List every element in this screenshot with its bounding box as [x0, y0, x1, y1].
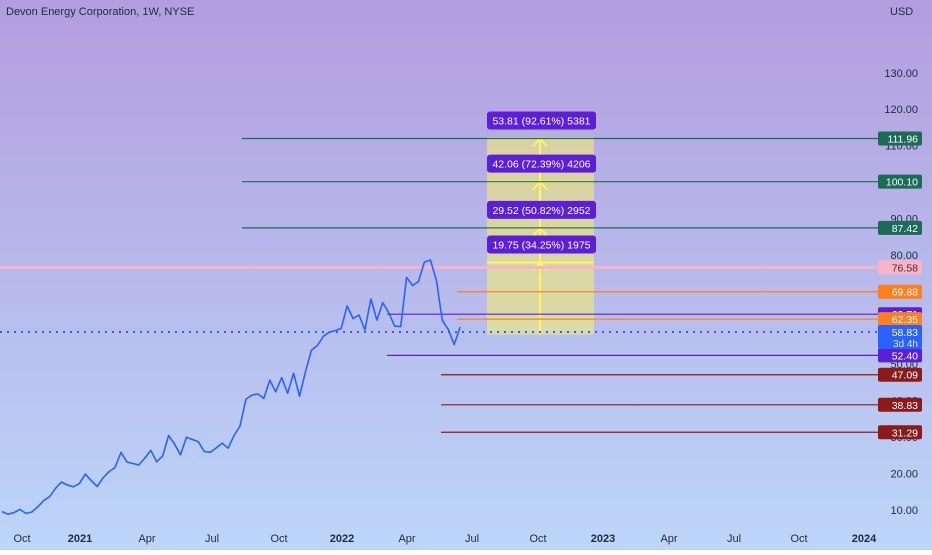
x-tick-label: Apr [398, 533, 415, 545]
y-tick-label: 80.00 [890, 250, 918, 262]
current-price-label: 58.83 [892, 327, 918, 339]
price-badge [878, 220, 922, 235]
price-badge [878, 284, 922, 299]
x-tick-label: Oct [790, 533, 807, 545]
x-tick-label: Jul [727, 533, 741, 545]
price-badge [878, 131, 922, 146]
price-badge [878, 312, 922, 327]
price-badge [878, 174, 922, 189]
x-tick-label: Jul [205, 533, 219, 545]
target-label-box [487, 200, 596, 219]
target-label-box [487, 111, 596, 130]
price-badge-label: 76.58 [892, 262, 918, 274]
x-tick-label: 2021 [68, 533, 92, 545]
price-line [1, 259, 461, 515]
price-badge-label: 111.96 [887, 133, 918, 145]
chart-title: Devon Energy Corporation, 1W, NYSE [6, 6, 195, 18]
target-label-box [487, 235, 596, 254]
x-tick-label: Apr [138, 533, 155, 545]
price-badges: 111.96100.1087.4276.5869.8863.7162.3552.… [878, 131, 922, 440]
current-price-badge [878, 324, 922, 349]
y-tick-label: 10.00 [890, 505, 918, 517]
x-tick-label: Oct [270, 533, 287, 545]
target-label: 29.52 (50.82%) 2952 [492, 205, 590, 217]
y-tick-label: 20.00 [890, 468, 918, 480]
price-badge [878, 367, 922, 382]
price-badge-label: 69.88 [892, 287, 918, 299]
y-tick-label: 130.00 [884, 68, 918, 80]
target-label: 19.75 (34.25%) 1975 [492, 239, 590, 251]
price-badge-label: 47.09 [892, 370, 918, 382]
x-tick-label: Oct [529, 533, 546, 545]
price-badge [878, 348, 922, 363]
price-badge [878, 397, 922, 412]
price-badge [878, 260, 922, 275]
price-unit: USD [890, 6, 914, 18]
x-tick-label: 2023 [591, 533, 615, 545]
countdown-label: 3d 4h [893, 339, 918, 350]
y-tick-label: 120.00 [884, 104, 918, 116]
price-badge-label: 31.29 [892, 427, 918, 439]
series-group [1, 259, 461, 515]
price-badge-label: 87.42 [892, 223, 918, 235]
price-badge-label: 100.10 [886, 177, 918, 189]
target-label: 53.81 (92.61%) 5381 [492, 115, 590, 127]
target-label: 42.06 (72.39%) 4206 [492, 159, 590, 171]
target-label-box [487, 154, 596, 173]
x-tick-label: Jul [465, 533, 479, 545]
x-tick-label: Apr [660, 533, 677, 545]
price-badge [878, 425, 922, 440]
price-badge-label: 52.40 [892, 350, 918, 362]
x-tick-label: Oct [13, 533, 30, 545]
x-axis[interactable]: Oct 2021 Apr Jul Oct 2022 Apr Jul Oct 2023 Apr Jul O… [13, 533, 877, 545]
price-badge-label: 38.83 [892, 400, 918, 412]
levels-group [0, 137, 878, 433]
x-tick-label: 2024 [852, 533, 877, 545]
price-badge-label: 62.35 [892, 314, 918, 326]
targets-group: 53.81 (92.61%) 5381 42.06 (72.39%) 4206 29… [487, 111, 596, 254]
x-tick-label: 2022 [330, 533, 354, 545]
